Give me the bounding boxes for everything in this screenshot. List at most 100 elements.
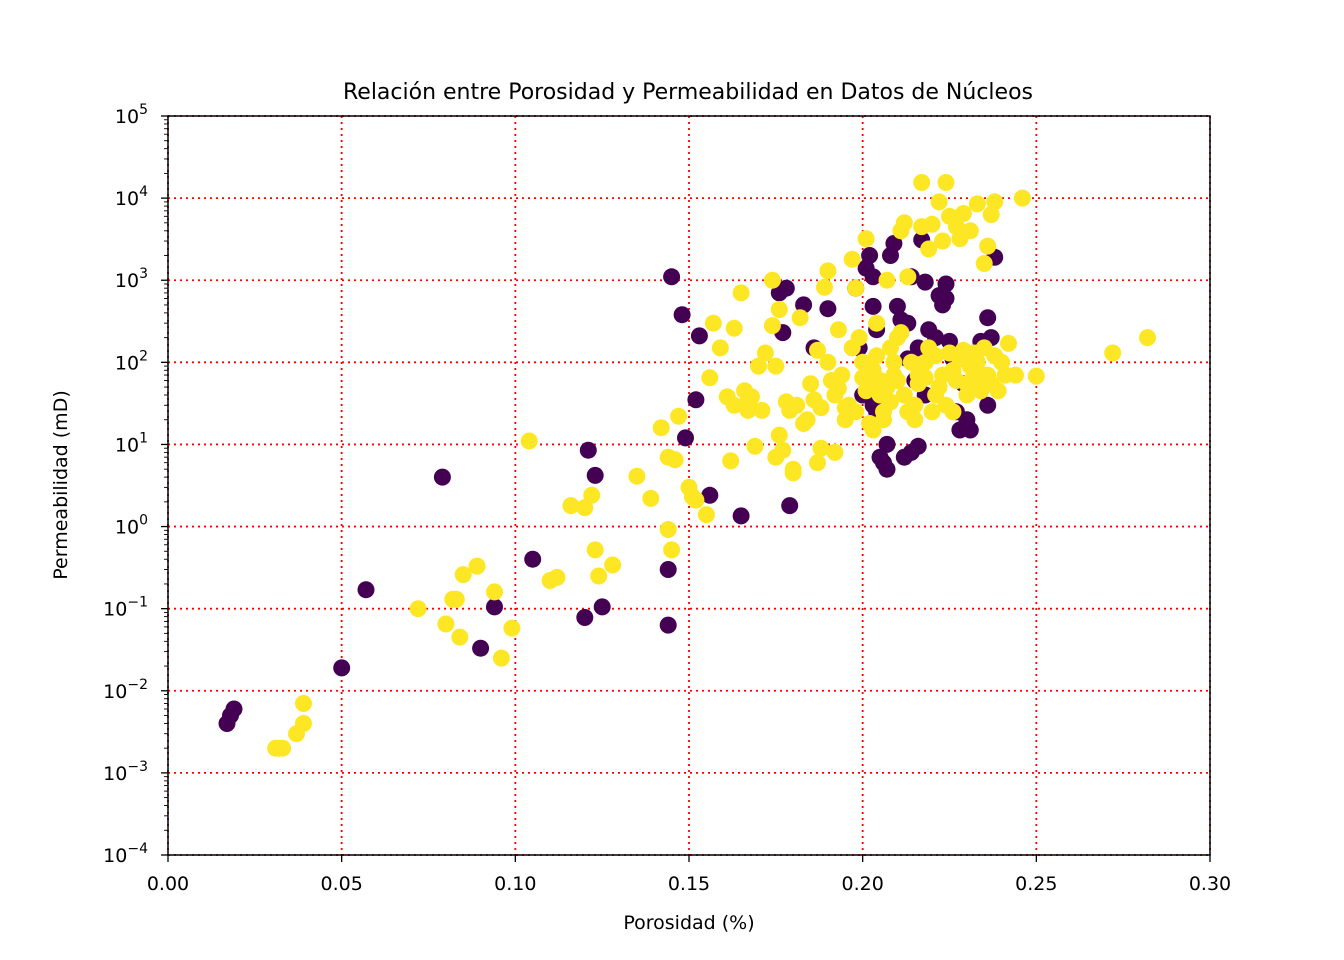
x-tick-label: 0.20: [842, 873, 884, 895]
x-tick-label: 0.00: [147, 873, 189, 895]
data-point-series-1: [993, 353, 1011, 371]
data-point-series-1: [670, 407, 688, 425]
data-point-series-1: [590, 567, 608, 585]
data-point-series-0: [909, 437, 927, 455]
data-point-series-1: [743, 388, 760, 406]
data-point-series-0: [472, 639, 490, 657]
data-point-series-1: [492, 649, 510, 667]
data-point-series-1: [888, 372, 906, 389]
data-point-series-1: [663, 541, 681, 559]
data-point-series-1: [989, 382, 1007, 400]
data-point-series-1: [791, 309, 809, 327]
data-point-series-1: [739, 401, 757, 419]
data-point-series-0: [864, 297, 882, 315]
data-point-series-1: [857, 230, 875, 248]
data-point-series-1: [788, 396, 806, 414]
data-point-series-1: [892, 324, 910, 342]
data-point-series-1: [1027, 367, 1045, 385]
data-point-series-1: [809, 341, 826, 359]
data-point-series-1: [725, 396, 743, 414]
y-tick-label: 10−1: [103, 595, 148, 621]
data-point-series-0: [524, 550, 542, 568]
data-point-series-0: [878, 460, 896, 478]
data-point-series-1: [944, 403, 962, 421]
data-point-series-0: [576, 609, 594, 626]
data-point-series-1: [583, 486, 601, 504]
data-point-series-1: [986, 193, 1004, 211]
data-point-series-1: [812, 399, 830, 417]
data-point-series-0: [979, 309, 997, 327]
data-point-series-1: [666, 451, 684, 469]
data-point-series-1: [704, 314, 722, 332]
y-tick-label: 105: [115, 102, 148, 128]
data-point-series-1: [934, 232, 952, 250]
data-point-series-0: [701, 486, 719, 504]
x-tick-label: 0.05: [321, 873, 363, 895]
data-point-series-1: [816, 278, 833, 296]
data-point-series-1: [895, 386, 913, 404]
data-point-series-1: [770, 426, 788, 444]
data-point-series-1: [767, 357, 785, 375]
data-point-series-1: [954, 205, 972, 222]
data-point-series-1: [562, 497, 580, 515]
y-tick-label: 103: [115, 266, 148, 292]
data-point-series-0: [593, 598, 611, 616]
x-tick-label: 0.25: [1015, 873, 1057, 895]
data-point-series-1: [447, 590, 465, 608]
data-point-series-1: [604, 556, 622, 574]
data-point-series-1: [628, 467, 646, 485]
chart-title: Relación entre Porosidad y Permeabilidad…: [343, 80, 1033, 105]
data-point-series-0: [861, 247, 879, 264]
data-point-series-1: [920, 240, 938, 258]
data-point-series-0: [781, 497, 799, 515]
x-tick-label: 0.10: [494, 873, 536, 895]
data-points: [218, 174, 1156, 757]
data-point-series-1: [899, 268, 917, 286]
data-point-series-0: [677, 429, 694, 447]
data-point-series-1: [819, 353, 837, 371]
y-tick-label: 101: [115, 430, 148, 456]
data-point-series-1: [968, 353, 986, 371]
data-point-series-1: [826, 443, 844, 461]
data-point-series-1: [833, 366, 851, 384]
data-point-series-1: [868, 314, 886, 332]
data-point-series-0: [888, 297, 906, 315]
data-point-series-1: [784, 464, 802, 482]
data-point-series-1: [687, 491, 705, 509]
data-point-series-1: [895, 214, 913, 232]
data-point-series-0: [586, 466, 604, 484]
data-point-series-1: [979, 237, 997, 255]
data-point-series-1: [843, 250, 861, 268]
data-point-series-0: [687, 391, 705, 409]
data-point-series-1: [923, 215, 941, 233]
data-point-series-1: [774, 441, 792, 459]
data-point-series-1: [906, 396, 924, 414]
data-point-series-1: [868, 347, 886, 365]
data-point-series-1: [923, 403, 941, 421]
x-axis-ticks: 0.00 0.05 0.10 0.15 0.20 0.25 0.30: [147, 855, 1231, 895]
data-point-series-1: [753, 401, 771, 419]
data-point-series-1: [927, 347, 945, 365]
data-point-series-1: [1013, 189, 1031, 207]
data-point-series-0: [878, 435, 896, 453]
data-point-series-1: [697, 506, 715, 524]
data-point-series-1: [642, 489, 660, 507]
data-point-series-0: [885, 235, 903, 252]
data-point-series-0: [673, 306, 691, 324]
data-point-series-1: [847, 403, 865, 421]
data-point-series-1: [503, 619, 521, 637]
data-point-series-0: [937, 289, 955, 307]
data-point-series-0: [819, 300, 837, 318]
data-point-series-0: [732, 507, 750, 525]
data-point-series-1: [812, 439, 830, 457]
data-point-series-0: [690, 327, 708, 345]
data-point-series-0: [579, 441, 597, 459]
data-point-series-1: [732, 284, 750, 302]
y-tick-label: 10−3: [103, 759, 148, 785]
data-point-series-1: [454, 566, 472, 584]
data-point-series-1: [968, 195, 986, 213]
data-point-series-1: [878, 271, 896, 289]
y-tick-label: 104: [115, 184, 148, 210]
data-point-series-1: [913, 174, 931, 191]
